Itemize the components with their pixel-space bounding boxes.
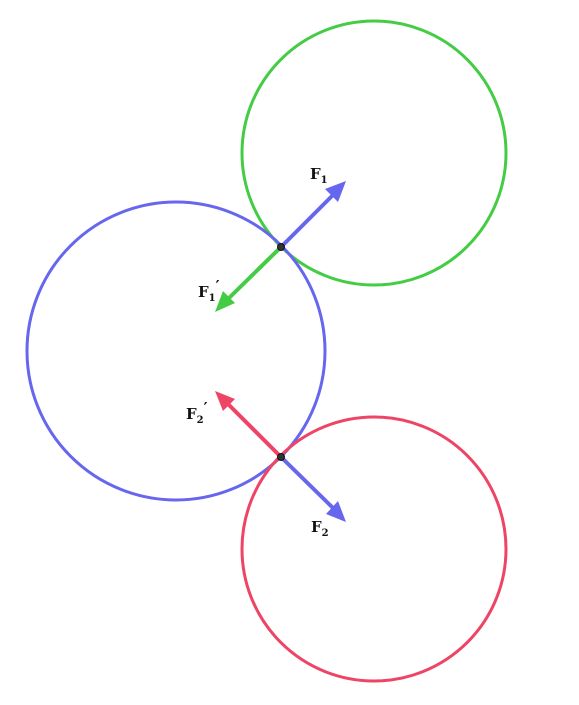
label-f1-prime: F1′ bbox=[198, 277, 220, 304]
f1-shaft bbox=[279, 194, 334, 249]
f1-arrowhead bbox=[325, 181, 346, 202]
label-f2: F2 bbox=[311, 518, 329, 539]
label-f1-prime-mark: ′ bbox=[216, 277, 220, 295]
force-arrow-f2 bbox=[279, 455, 346, 522]
force-arrow-f1-prime bbox=[215, 245, 283, 312]
label-f2-prime: F2′ bbox=[186, 399, 208, 426]
red-circle bbox=[240, 415, 508, 683]
f2-shaft bbox=[279, 455, 334, 509]
lower-contact-point bbox=[277, 453, 285, 461]
blue-circle bbox=[25, 200, 327, 502]
f2-prime-shaft bbox=[227, 403, 283, 459]
label-f1-prime-sub: 1 bbox=[209, 293, 216, 304]
label-f1: F1 bbox=[310, 165, 328, 186]
f2-prime-arrowhead bbox=[215, 391, 235, 411]
label-f1-prime-main: F bbox=[198, 283, 209, 301]
f2-arrowhead bbox=[326, 501, 346, 522]
force-arrow-f1 bbox=[279, 181, 346, 249]
label-f2-sub: 2 bbox=[322, 528, 329, 539]
label-f1-sub: 1 bbox=[321, 175, 328, 186]
force-arrow-f2-prime bbox=[215, 391, 283, 459]
green-circle bbox=[240, 19, 508, 287]
label-f2-prime-sub: 2 bbox=[197, 415, 204, 426]
f1-prime-shaft bbox=[227, 245, 283, 300]
f1-prime-arrowhead bbox=[215, 291, 235, 312]
label-f2-prime-main: F bbox=[186, 405, 197, 423]
label-f2-prime-mark: ′ bbox=[204, 399, 208, 417]
upper-contact-point bbox=[277, 243, 285, 251]
label-f1-main: F bbox=[310, 165, 321, 183]
label-f2-main: F bbox=[311, 518, 322, 536]
